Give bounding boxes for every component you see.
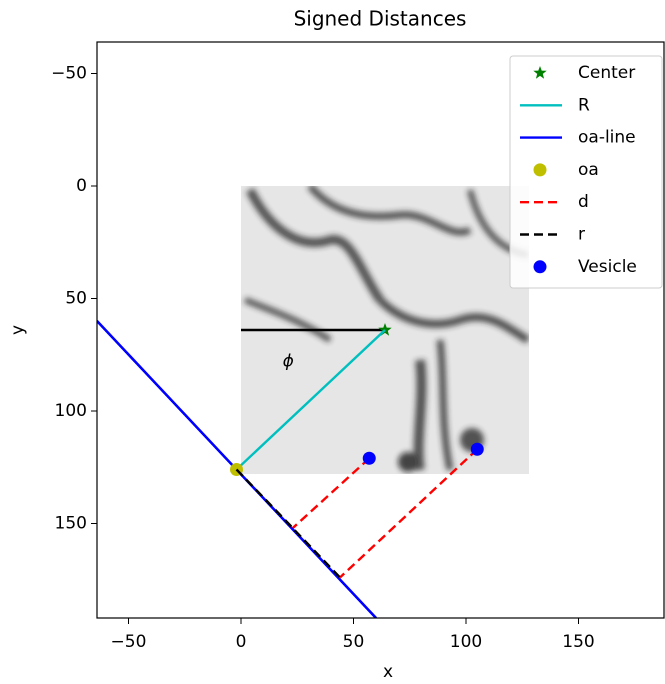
x-tick-label: 0	[236, 632, 247, 652]
y-axis-label: y	[8, 325, 28, 335]
legend-label: R	[578, 95, 590, 115]
legend-label: d	[578, 192, 589, 212]
legend: Center Roa-line oa dr Vesicle	[509, 55, 663, 289]
legend-box	[509, 55, 663, 289]
legend-label: Center	[578, 63, 635, 83]
ticks: −50 0 50 100 150 −50 0 50 100 150	[51, 64, 595, 653]
series-line	[235, 468, 341, 579]
legend-marker	[533, 66, 547, 79]
legend-label: oa-line	[578, 128, 636, 148]
chart-title: Signed Distances	[294, 7, 467, 31]
y-tick-label: 100	[55, 401, 87, 421]
x-tick-label: 150	[562, 632, 594, 652]
x-tick-label: 100	[450, 632, 482, 652]
legend-marker	[533, 163, 547, 177]
point-marker	[362, 451, 376, 465]
series-line	[291, 448, 479, 579]
y-tick-label: 0	[76, 176, 87, 196]
y-tick-label: 150	[55, 514, 87, 534]
series-line	[235, 329, 386, 471]
legend-marker	[533, 260, 547, 274]
x-tick-label: 50	[343, 632, 365, 652]
legend-label: oa	[578, 160, 599, 180]
x-axis-label: x	[383, 662, 393, 682]
legend-label: r	[578, 225, 585, 245]
plot-area: ϕ	[97, 320, 484, 618]
x-tick-label: −50	[111, 632, 147, 652]
point-marker	[470, 442, 484, 456]
legend-label: Vesicle	[578, 257, 637, 277]
axes-frame	[96, 41, 665, 619]
image-texture	[243, 186, 529, 472]
y-tick-label: 50	[65, 289, 87, 309]
y-tick-label: −50	[51, 64, 87, 84]
annotation: ϕ	[283, 352, 294, 372]
center-marker	[378, 323, 392, 336]
